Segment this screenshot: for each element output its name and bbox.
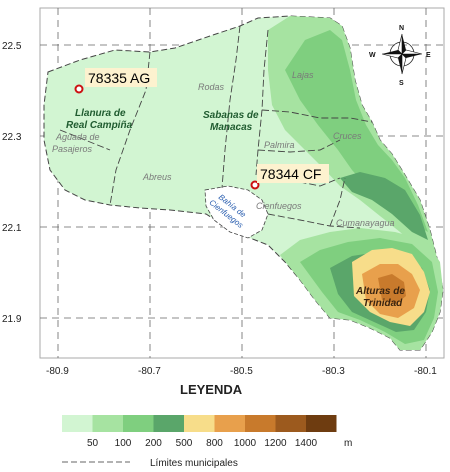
x-tick-label: -80.7 xyxy=(138,366,161,377)
region-label-sabanas-1: Sabanas de xyxy=(203,110,259,121)
legend-swatch xyxy=(184,415,215,432)
legend-swatch xyxy=(92,415,123,432)
legend-title: LEYENDA xyxy=(180,382,243,397)
muni-label-aguada-1: Aguada de xyxy=(55,132,100,142)
legend-swatch xyxy=(123,415,154,432)
muni-label-cumanayagua: Cumanayagua xyxy=(336,218,395,228)
region-label-llanura-1: Llanura de xyxy=(75,108,126,119)
muni-label-rodas: Rodas xyxy=(198,82,225,92)
legend-swatch xyxy=(306,415,337,432)
legend-class-label: 100 xyxy=(115,438,132,449)
legend-class-label: 500 xyxy=(176,438,193,449)
legend-swatch xyxy=(153,415,184,432)
y-tick-label: 21.9 xyxy=(2,314,22,325)
muni-label-cienfuegos: Cienfuegos xyxy=(256,201,302,211)
region-label-llanura-2: Real Campiña xyxy=(66,120,133,131)
muni-label-aguada-2: Pasajeros xyxy=(52,144,93,154)
region-label-alturas-1: Alturas de xyxy=(355,286,405,297)
legend-color-bar xyxy=(62,415,337,432)
muni-label-palmira: Palmira xyxy=(264,140,295,150)
compass-e: E xyxy=(426,52,431,59)
station-box-cf xyxy=(257,164,329,183)
legend-class-label: 1400 xyxy=(295,438,318,449)
legend-swatch xyxy=(275,415,306,432)
region-label-sabanas-2: Manacas xyxy=(210,122,253,133)
muni-label-lajas: Lajas xyxy=(292,70,314,80)
elevation-zone-200 xyxy=(285,30,428,232)
legend-swatch xyxy=(62,415,93,432)
y-tick-label: 22.5 xyxy=(2,41,22,52)
legend-boundary-label: Límites municipales xyxy=(150,458,238,469)
station-box-ag xyxy=(85,68,157,87)
x-tick-label: -80.3 xyxy=(322,366,345,377)
y-tick-label: 22.3 xyxy=(2,132,22,143)
legend-swatch xyxy=(245,415,276,432)
legend-class-labels: 50 100 200 500 800 1000 1200 1400 xyxy=(87,438,318,449)
compass-n: N xyxy=(399,25,404,32)
bay-cienfuegos xyxy=(204,185,269,239)
legend-class-label: 1000 xyxy=(234,438,257,449)
x-tick-label: -80.5 xyxy=(230,366,253,377)
legend-class-label: 1200 xyxy=(264,438,287,449)
station-marker-cf[interactable] xyxy=(250,180,260,190)
legend-class-label: 200 xyxy=(145,438,162,449)
x-tick-label: -80.1 xyxy=(414,366,437,377)
legend-unit: m xyxy=(344,438,352,449)
station-label-ag: 78335 AG xyxy=(88,70,150,86)
station-label-cf: 78344 CF xyxy=(260,166,321,182)
muni-label-abreus: Abreus xyxy=(142,172,172,182)
legend-class-label: 800 xyxy=(206,438,223,449)
y-tick-label: 22.1 xyxy=(2,223,22,234)
region-label-alturas-2: Trinidad xyxy=(363,298,403,309)
elevation-zone-1200 xyxy=(378,274,406,304)
station-marker-ag[interactable] xyxy=(74,84,84,94)
legend-class-label: 50 xyxy=(87,438,99,449)
x-tick-label: -80.9 xyxy=(46,366,69,377)
compass-w: W xyxy=(369,52,376,59)
elevation-zone-500 xyxy=(340,172,428,240)
muni-label-cruces: Cruces xyxy=(333,131,362,141)
compass-s: S xyxy=(399,80,404,87)
compass-rose: N S E W xyxy=(369,25,431,87)
legend-swatch xyxy=(214,415,245,432)
